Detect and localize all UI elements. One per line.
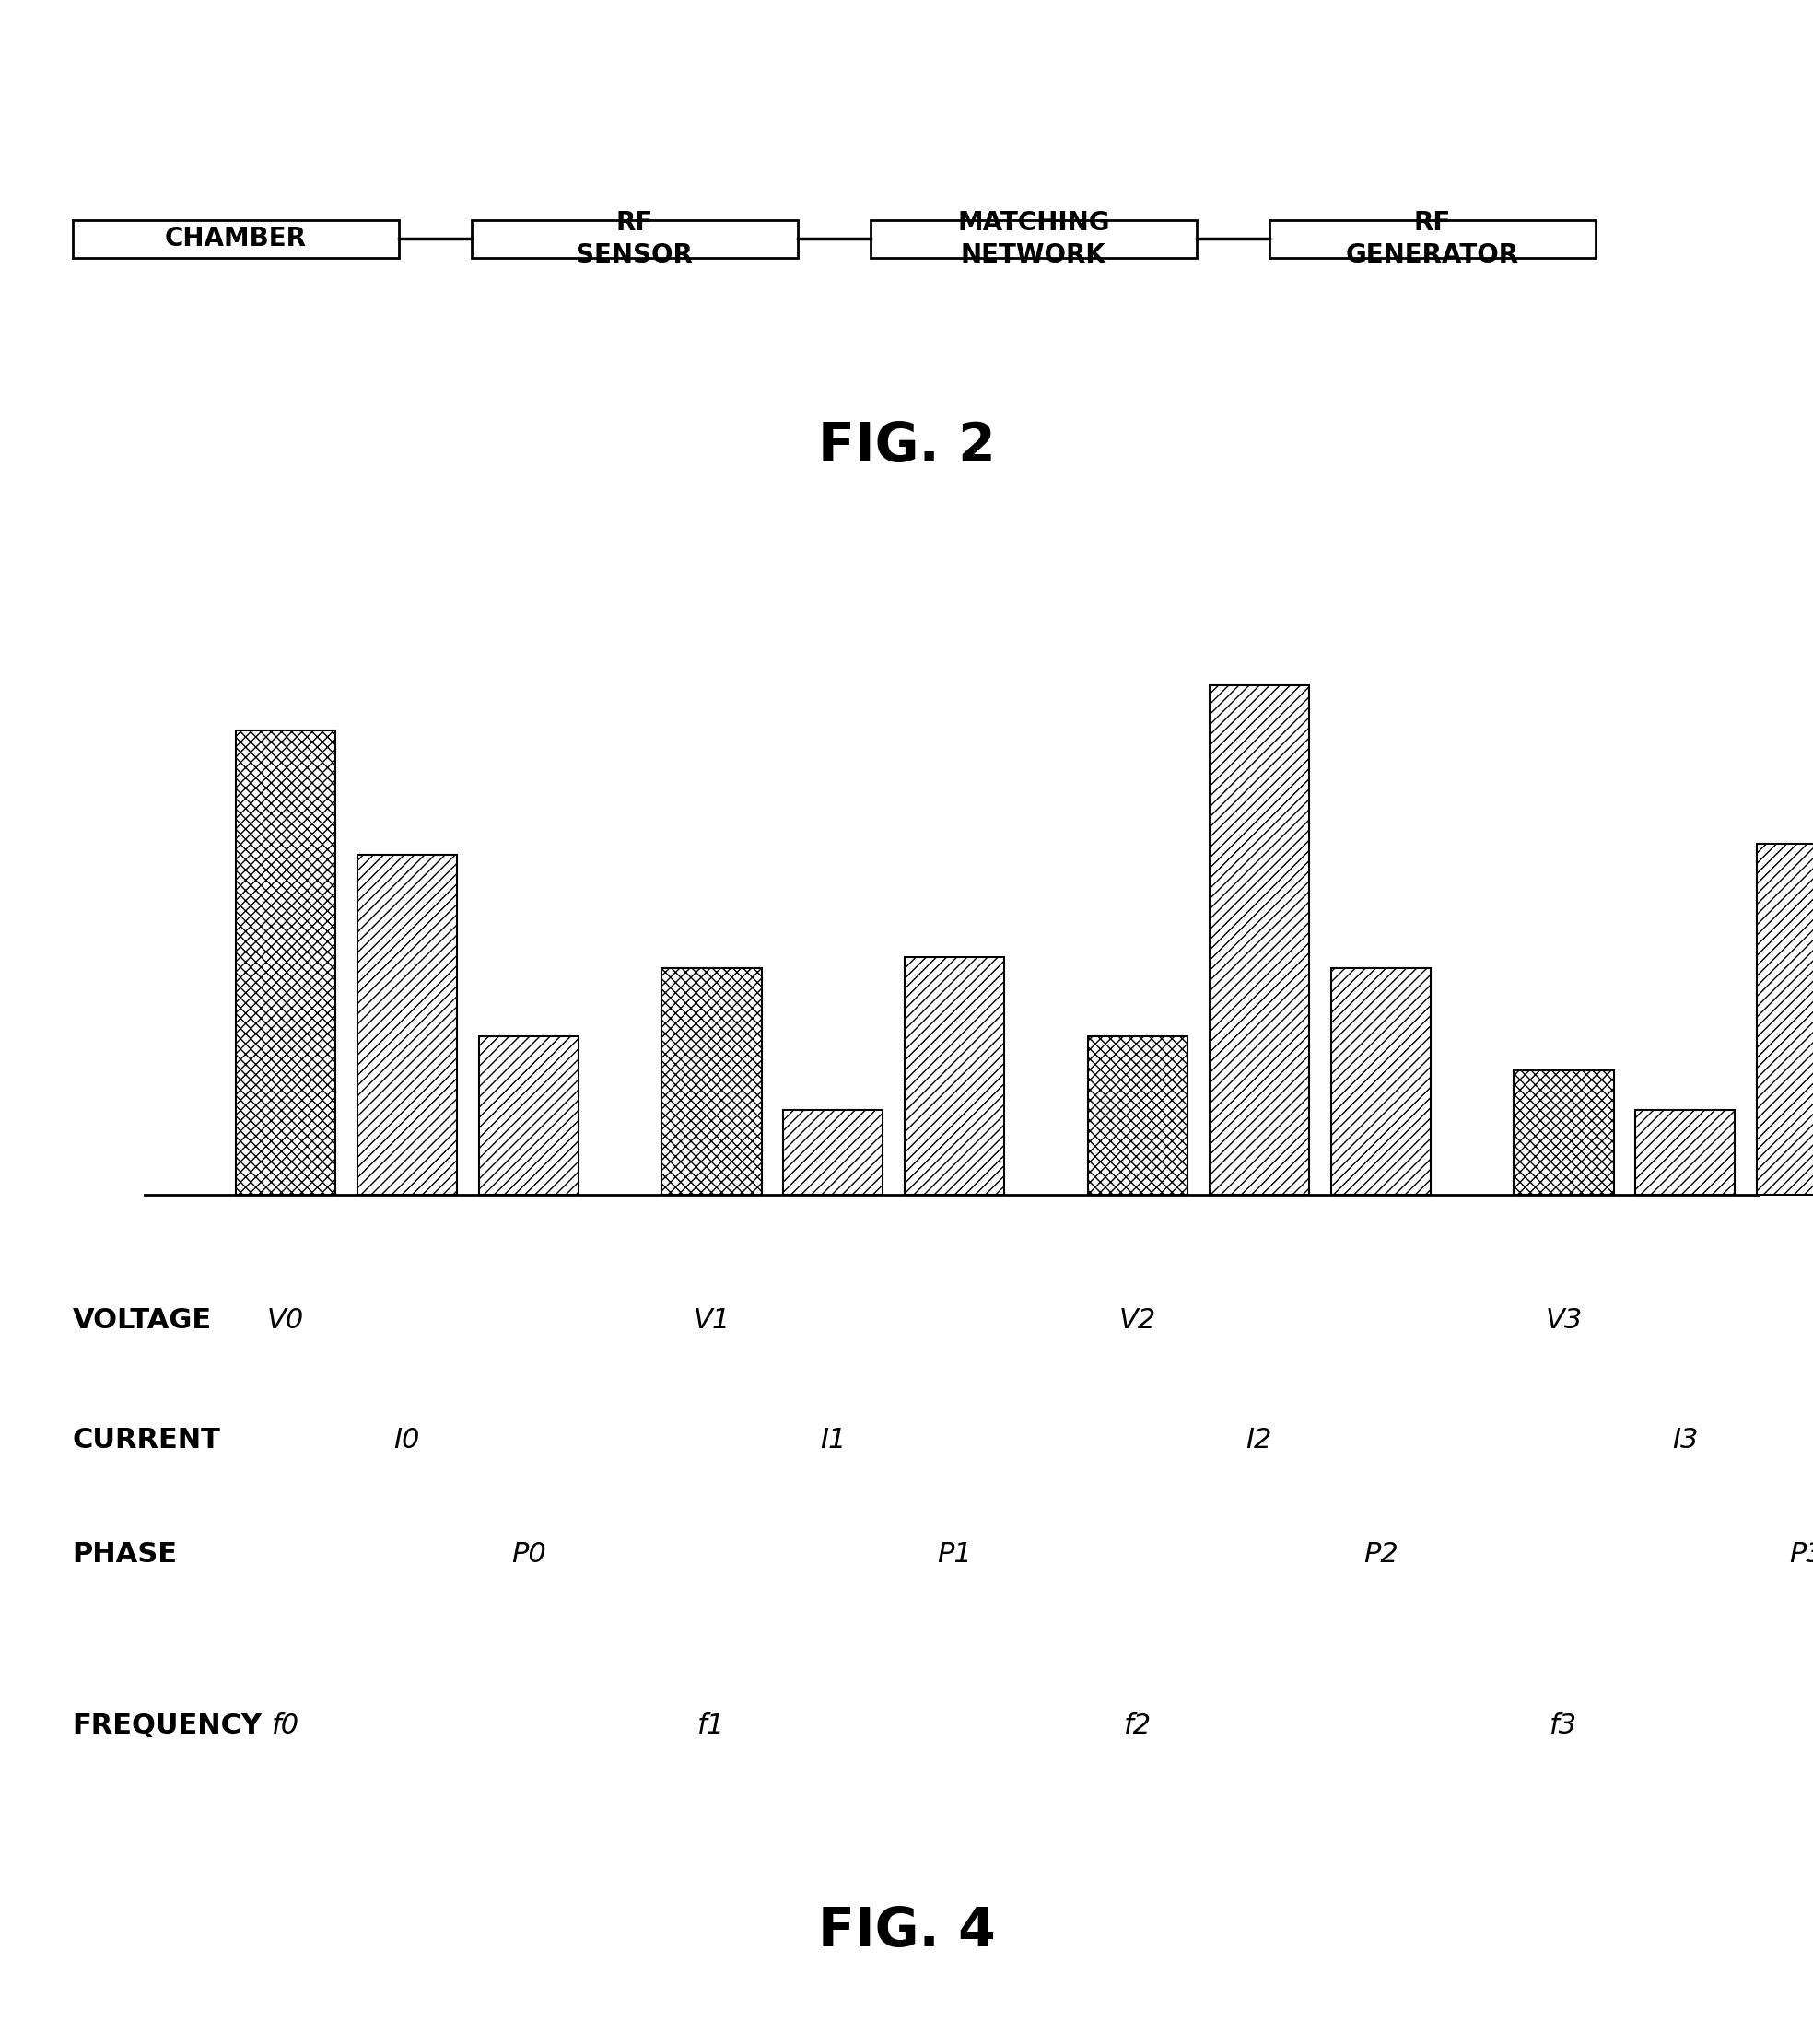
Text: I2: I2 — [1246, 1427, 1273, 1453]
Text: MATCHING
NETWORK: MATCHING NETWORK — [957, 211, 1110, 268]
Bar — [236, 732, 335, 1194]
Bar — [1635, 1110, 1735, 1194]
Bar — [479, 1036, 578, 1194]
Text: V1: V1 — [693, 1306, 731, 1333]
Text: FREQUENCY: FREQUENCY — [73, 1713, 263, 1739]
Text: I0: I0 — [393, 1427, 421, 1453]
FancyBboxPatch shape — [870, 221, 1197, 258]
Text: f1: f1 — [698, 1713, 725, 1739]
Bar — [1514, 1071, 1614, 1194]
Bar — [1209, 685, 1309, 1194]
Bar — [662, 969, 761, 1194]
Text: P3: P3 — [1789, 1541, 1813, 1568]
Text: VOLTAGE: VOLTAGE — [73, 1306, 212, 1333]
FancyBboxPatch shape — [471, 221, 798, 258]
Bar — [783, 1110, 883, 1194]
Bar — [1757, 844, 1813, 1194]
FancyBboxPatch shape — [1269, 221, 1595, 258]
Text: f2: f2 — [1124, 1713, 1151, 1739]
Text: f0: f0 — [272, 1713, 299, 1739]
Text: PHASE: PHASE — [73, 1541, 178, 1568]
Text: CURRENT: CURRENT — [73, 1427, 221, 1453]
Text: P2: P2 — [1363, 1541, 1398, 1568]
Text: RF
SENSOR: RF SENSOR — [577, 211, 693, 268]
Text: FIG. 2: FIG. 2 — [818, 421, 995, 472]
Text: V0: V0 — [267, 1306, 305, 1333]
Text: FIG. 4: FIG. 4 — [818, 1905, 995, 1958]
FancyBboxPatch shape — [73, 221, 399, 258]
Bar — [357, 854, 457, 1194]
Bar — [1331, 969, 1430, 1194]
Text: I3: I3 — [1672, 1427, 1699, 1453]
Text: RF
GENERATOR: RF GENERATOR — [1345, 211, 1519, 268]
Bar — [905, 957, 1004, 1194]
Text: CHAMBER: CHAMBER — [165, 227, 306, 251]
Bar — [1088, 1036, 1188, 1194]
Text: P1: P1 — [937, 1541, 972, 1568]
Text: V3: V3 — [1545, 1306, 1583, 1333]
Text: V2: V2 — [1119, 1306, 1157, 1333]
Text: I1: I1 — [819, 1427, 847, 1453]
Text: f3: f3 — [1550, 1713, 1577, 1739]
Text: P0: P0 — [511, 1541, 546, 1568]
